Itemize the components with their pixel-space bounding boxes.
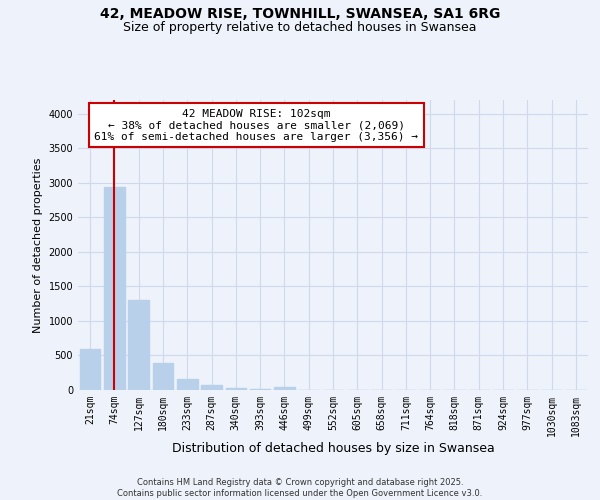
Bar — [152, 362, 173, 390]
Y-axis label: Number of detached properties: Number of detached properties — [33, 158, 43, 332]
X-axis label: Distribution of detached houses by size in Swansea: Distribution of detached houses by size … — [172, 442, 494, 454]
Bar — [177, 378, 197, 390]
Bar — [104, 187, 125, 390]
Text: Contains HM Land Registry data © Crown copyright and database right 2025.
Contai: Contains HM Land Registry data © Crown c… — [118, 478, 482, 498]
Bar — [201, 385, 222, 390]
Text: 42, MEADOW RISE, TOWNHILL, SWANSEA, SA1 6RG: 42, MEADOW RISE, TOWNHILL, SWANSEA, SA1 … — [100, 8, 500, 22]
Bar — [274, 387, 295, 390]
Bar — [250, 389, 271, 390]
Text: 42 MEADOW RISE: 102sqm
← 38% of detached houses are smaller (2,069)
61% of semi-: 42 MEADOW RISE: 102sqm ← 38% of detached… — [95, 108, 419, 142]
Bar — [80, 348, 100, 390]
Bar — [128, 300, 149, 390]
Bar — [226, 388, 246, 390]
Text: Size of property relative to detached houses in Swansea: Size of property relative to detached ho… — [123, 21, 477, 34]
